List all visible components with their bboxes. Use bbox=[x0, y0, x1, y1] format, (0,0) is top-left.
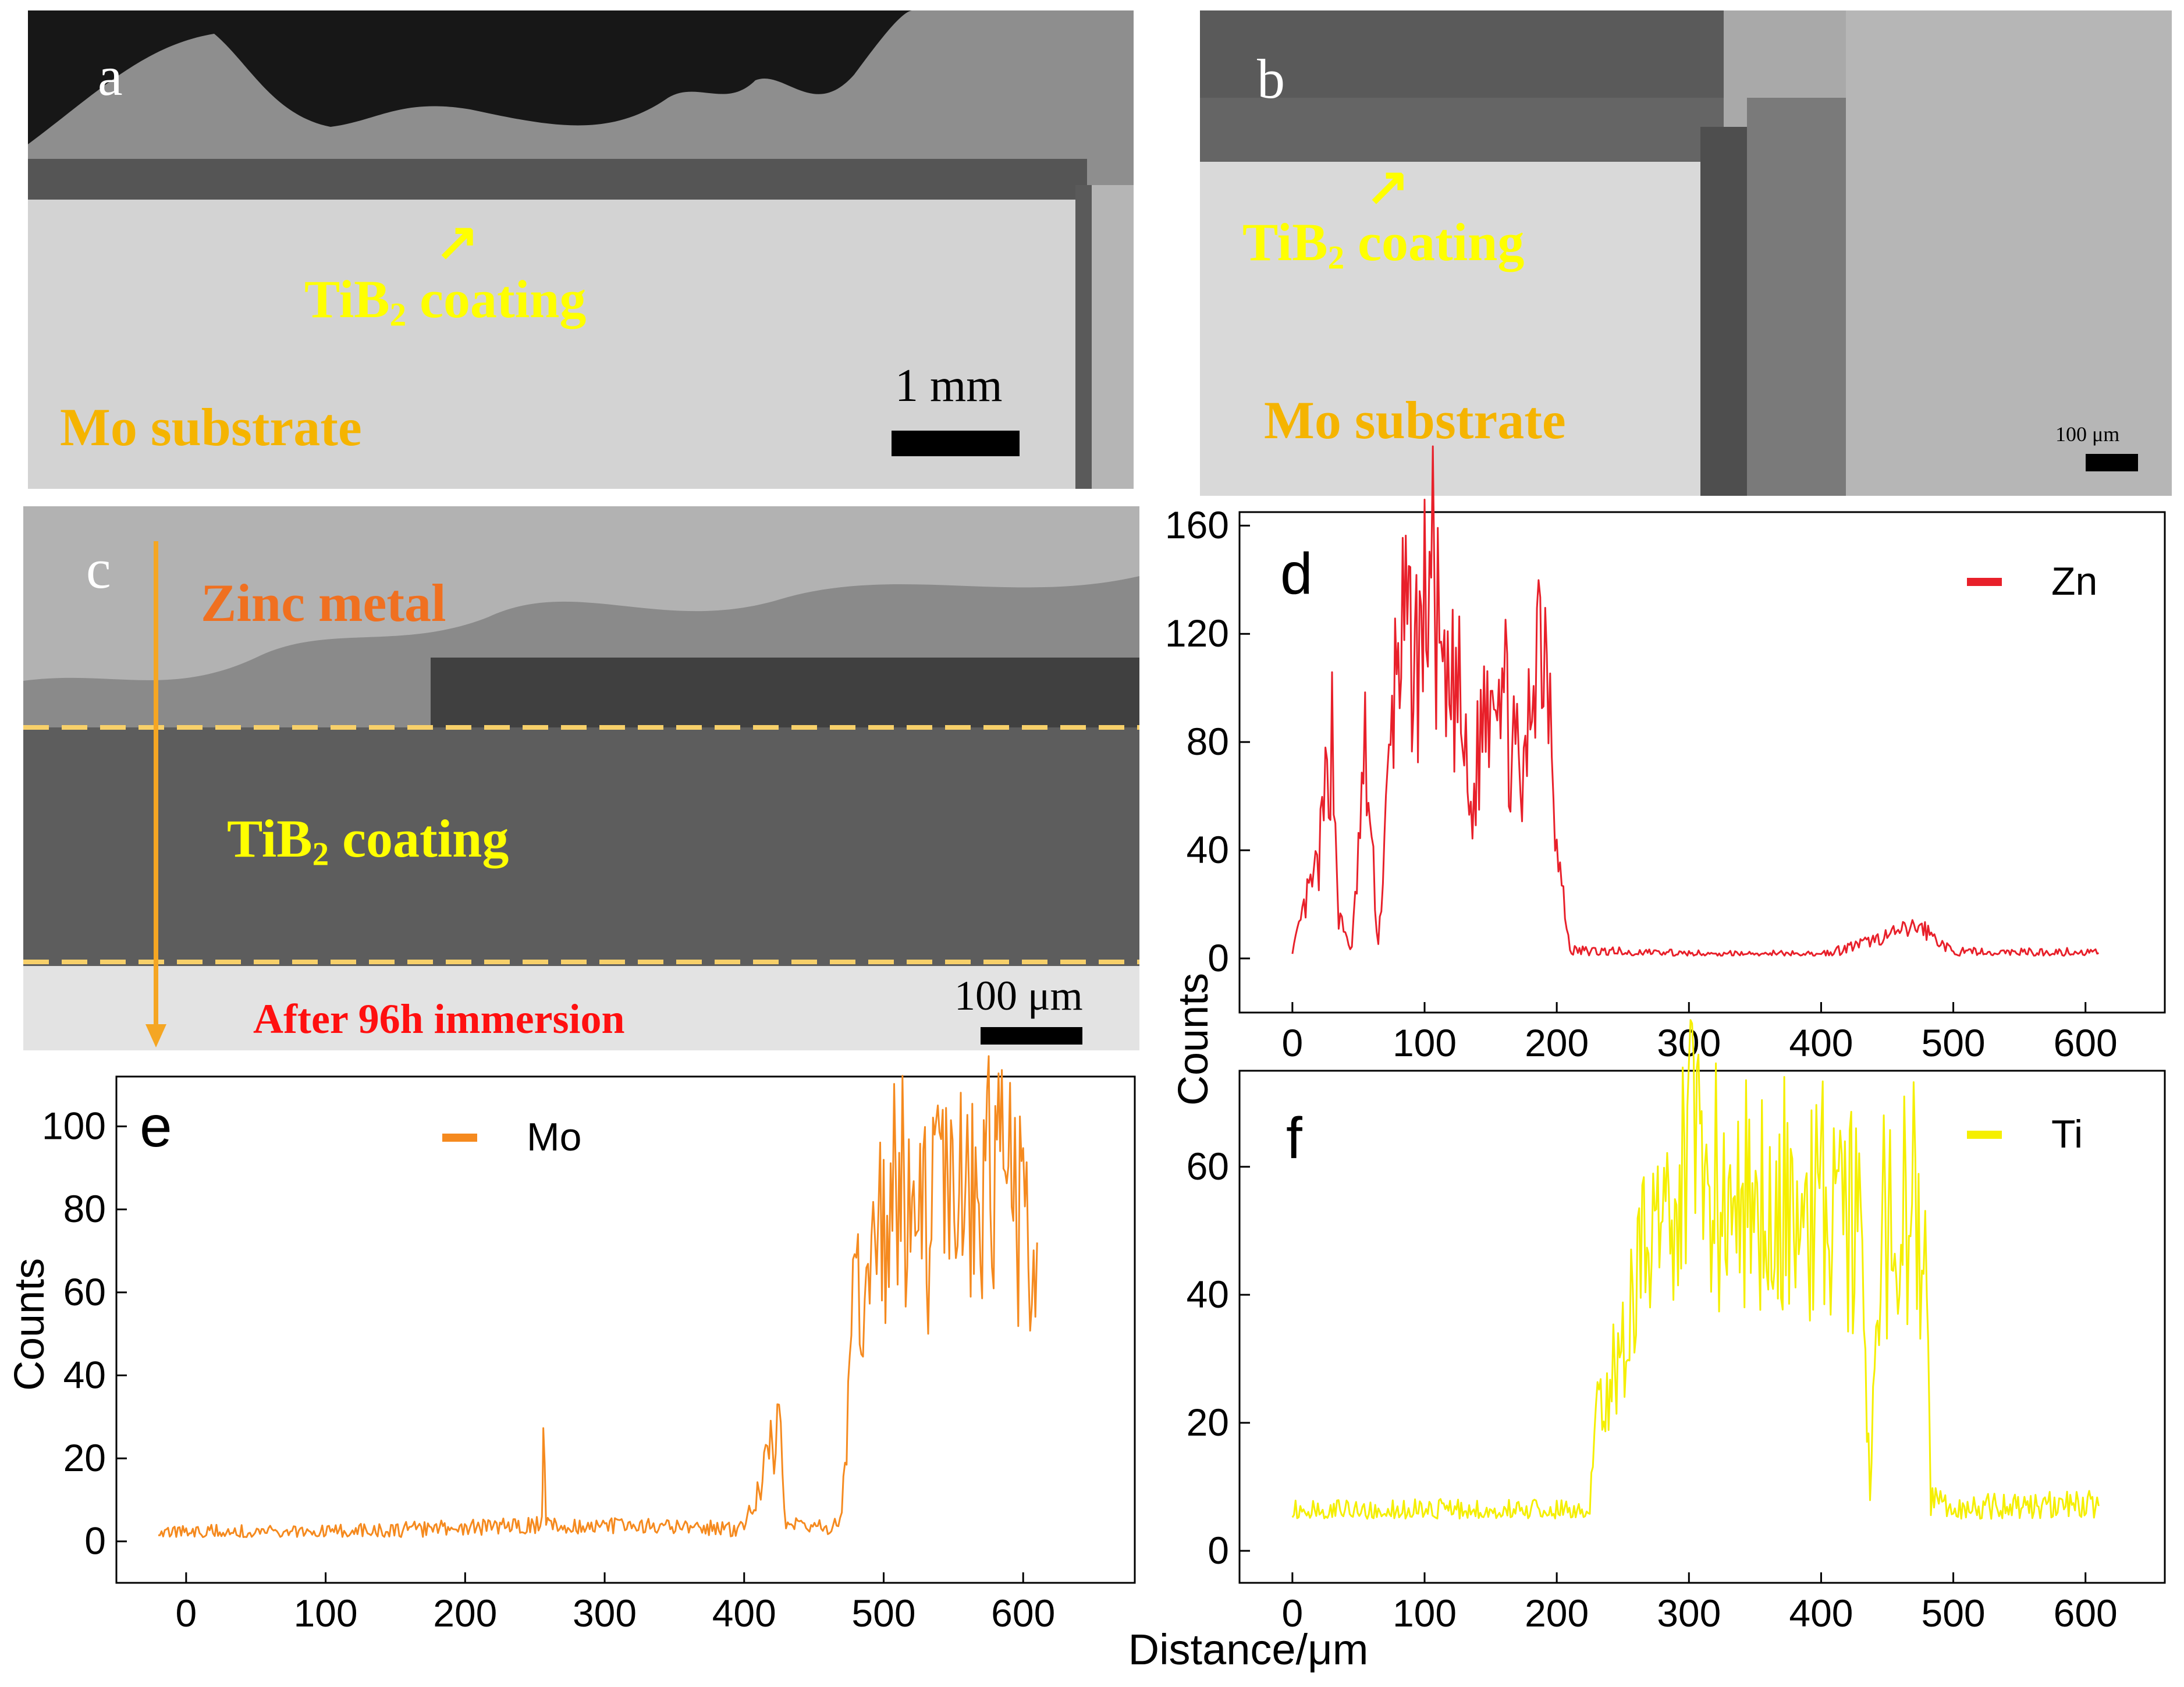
coating-label-a-rest: coating bbox=[406, 269, 587, 329]
chart-d-xtick-label: 0 bbox=[1281, 1021, 1303, 1064]
scale-bar-a bbox=[892, 431, 1020, 456]
chart-e-ytick-label: 20 bbox=[63, 1436, 106, 1479]
chart-f-frame bbox=[1238, 1070, 2166, 1584]
coating-label-b-main: TiB bbox=[1242, 212, 1328, 272]
chart-e-ytick-label: 80 bbox=[63, 1187, 106, 1230]
chart-f-xtick-label: 500 bbox=[1922, 1592, 1986, 1635]
substrate-label-a: Mo substrate bbox=[60, 397, 362, 457]
chart-f-xtick-label: 600 bbox=[2054, 1592, 2118, 1635]
coating-label-b-rest: coating bbox=[1344, 212, 1525, 272]
coating-label-a: TiB2 coating bbox=[304, 272, 586, 331]
chart-f-legend-label: Ti bbox=[2051, 1112, 2083, 1156]
coating-label-c-main: TiB bbox=[227, 809, 312, 868]
chart-e-xtick-label: 400 bbox=[712, 1592, 776, 1635]
chart-e-ytick-label: 100 bbox=[42, 1104, 106, 1148]
chart-d-ytick-label: 80 bbox=[1187, 720, 1229, 763]
chart-e-panel-label: e bbox=[140, 1094, 172, 1159]
coating-label-b-sub: 2 bbox=[1327, 239, 1345, 276]
immersion-label: After 96h immersion bbox=[253, 996, 625, 1042]
micrograph-c: c Zinc metal TiB2 coating After 96h imme… bbox=[23, 506, 1139, 1050]
chart-e-xtick-label: 500 bbox=[851, 1592, 915, 1635]
xlabel-distance: Distance/μm bbox=[1128, 1625, 1369, 1674]
scale-bar-b bbox=[2086, 454, 2138, 471]
chart-f-ytick-label: 40 bbox=[1187, 1273, 1229, 1316]
chart-d-ytick-label: 160 bbox=[1165, 503, 1229, 546]
chart-d-xtick-label: 100 bbox=[1393, 1021, 1457, 1064]
chart-e-ytick-label: 0 bbox=[84, 1519, 106, 1562]
chart-f-ytick-label: 20 bbox=[1187, 1401, 1229, 1444]
coating-label-c: TiB2 coating bbox=[227, 812, 509, 871]
coating-arrow-a: ↗ bbox=[435, 214, 480, 271]
chart-f-ytick-label: 0 bbox=[1208, 1529, 1229, 1572]
coating-label-b: TiB2 coating bbox=[1242, 215, 1524, 274]
chart-e-xtick-label: 200 bbox=[433, 1592, 497, 1635]
chart-d-ytick-label: 120 bbox=[1165, 612, 1229, 655]
chart-d-xtick-label: 400 bbox=[1789, 1021, 1853, 1064]
scale-bar-c bbox=[981, 1027, 1082, 1045]
substrate-label-b: Mo substrate bbox=[1264, 390, 1566, 450]
chart-f-ytick-label: 60 bbox=[1187, 1145, 1229, 1188]
ylabel-counts-top: Counts bbox=[1170, 973, 1217, 1106]
chart-d-series-line bbox=[1291, 445, 2099, 957]
chart-d-ytick-label: 0 bbox=[1208, 936, 1229, 979]
micrograph-b: b ↗ TiB2 coating Mo substrate 100 μm bbox=[1200, 10, 2172, 496]
zinc-metal-label: Zinc metal bbox=[201, 573, 446, 633]
ylabel-counts-bottom: Counts bbox=[6, 1258, 53, 1391]
chart-f-series-line bbox=[1291, 1019, 2100, 1520]
coating-label-c-rest: coating bbox=[329, 809, 509, 868]
micrograph-a: a ↗ TiB2 coating Mo substrate 1 mm bbox=[28, 10, 1134, 489]
chart-f-xtick-label: 300 bbox=[1657, 1592, 1721, 1635]
chart-d-panel-label: d bbox=[1280, 541, 1313, 606]
chart-e-ytick-label: 40 bbox=[63, 1353, 106, 1396]
chart-e-xtick-label: 0 bbox=[176, 1592, 197, 1635]
chart-d-ytick-label: 40 bbox=[1187, 828, 1229, 871]
panel-label-a: a bbox=[98, 45, 123, 107]
coating-label-a-sub: 2 bbox=[389, 296, 407, 333]
chart-e-legend-label: Mo bbox=[527, 1115, 581, 1159]
chart-d-xtick-label: 600 bbox=[2054, 1021, 2118, 1064]
chart-f-panel-label: f bbox=[1286, 1106, 1302, 1171]
coating-label-c-sub: 2 bbox=[312, 836, 329, 873]
chart-f-xtick-label: 0 bbox=[1281, 1592, 1303, 1635]
coating-label-a-main: TiB bbox=[304, 269, 390, 329]
micrograph-c-image bbox=[23, 506, 1139, 1050]
chart-e-xtick-label: 300 bbox=[573, 1592, 637, 1635]
coating-arrow-b: ↗ bbox=[1366, 158, 1410, 216]
micrograph-b-image bbox=[1200, 10, 2172, 496]
chart-e-xtick-label: 600 bbox=[991, 1592, 1055, 1635]
chart-d-frame bbox=[1238, 511, 2166, 1014]
chart-d-legend-label: Zn bbox=[2051, 559, 2097, 603]
chart-f-xtick-label: 400 bbox=[1789, 1592, 1853, 1635]
chart-f-xtick-label: 200 bbox=[1525, 1592, 1589, 1635]
chart-e-xtick-label: 100 bbox=[294, 1592, 358, 1635]
panel-label-c: c bbox=[86, 538, 111, 600]
panel-label-b: b bbox=[1257, 48, 1285, 110]
scale-bar-label-a: 1 mm bbox=[895, 360, 1003, 411]
scale-bar-label-c: 100 μm bbox=[954, 972, 1083, 1019]
chart-f-xtick-label: 100 bbox=[1393, 1592, 1457, 1635]
chart-e-series-line bbox=[158, 1055, 1038, 1538]
chart-e-frame bbox=[115, 1075, 1136, 1584]
scale-bar-label-b: 100 μm bbox=[2055, 422, 2120, 446]
chart-d-xtick-label: 500 bbox=[1922, 1021, 1986, 1064]
chart-e-ytick-label: 60 bbox=[63, 1270, 106, 1313]
chart-d-xtick-label: 200 bbox=[1525, 1021, 1589, 1064]
